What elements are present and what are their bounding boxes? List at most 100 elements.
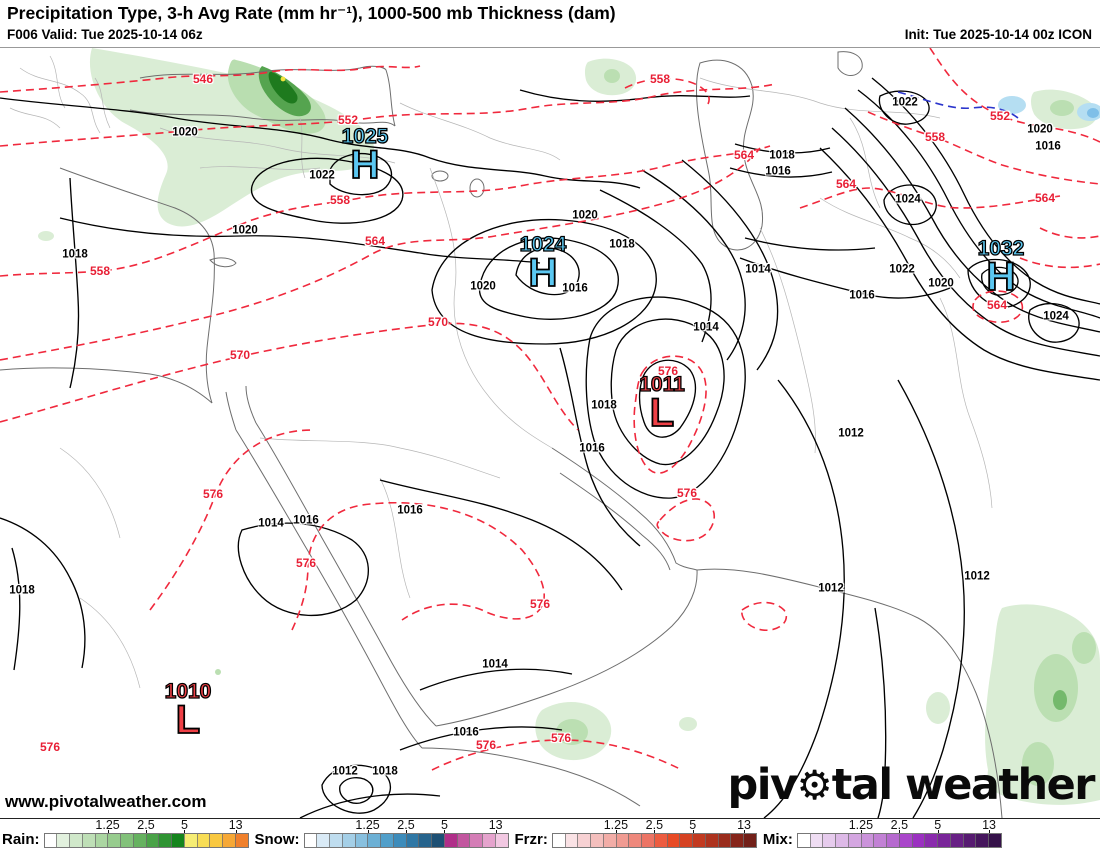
legend-cell [234,834,248,847]
pressure-center-high: 1032 H [977,237,1025,298]
pressure-value: 1011 [639,373,686,396]
legend-cell [431,834,444,847]
thickness-label: 576 [475,738,497,752]
isobar-label: 1014 [482,658,508,671]
legend-cell [316,834,329,847]
legend-group-snow: Snow: 1.25 2.5 5 13 [253,818,513,850]
legend-ticks: 1.25 2.5 5 13 [304,818,509,833]
pressure-letter: H [528,251,559,295]
legend-cell [743,834,756,847]
legend-tick-mark [692,830,694,833]
legend-cell [679,834,693,847]
legend-colorbar [551,833,757,848]
legend-colorbar-wrap: 1.25 2.5 5 13 [303,818,509,848]
legend-label: Mix: [762,831,793,848]
legend-tick-mark [989,830,991,833]
thickness-label: 576 [39,740,61,754]
pressure-value: 1032 [977,237,1025,260]
thickness-label: 558 [89,264,111,278]
legend-tick-mark [184,830,186,833]
legend-cell [615,834,629,847]
thickness-label: 570 [229,348,251,362]
legend-tick-label: 5 [934,818,942,832]
thickness-label: 564 [1034,191,1056,205]
legend-cell [949,834,963,847]
pressure-value: 1025 [341,125,389,148]
isobar-label: 1012 [964,570,990,583]
thickness-label: 576 [657,364,679,378]
legend-cell [730,834,744,847]
legend-tick-label: 1.25 [603,818,629,832]
legend-cell [69,834,82,847]
isobar-label: 1016 [397,504,423,517]
legend-cell [329,834,342,847]
isobar-label: 1020 [172,126,198,139]
legend-tick-mark [654,830,656,833]
legend-cell [666,834,680,847]
legend-colorbar-wrap: 1.25 2.5 5 13 [551,818,757,848]
thickness-label: 558 [649,72,671,86]
legend-cell [405,834,419,847]
page-title: Precipitation Type, 3-h Avg Rate (mm hr⁻… [7,3,616,23]
legend-ticks: 1.25 2.5 5 13 [552,818,757,833]
thickness-label: 558 [329,193,351,207]
snow-patch [998,96,1026,114]
legend-cell [975,834,989,847]
legend-cell [81,834,95,847]
map-canvas[interactable]: 1020 1022 1020 1018 1020 1018 1016 1020 1018 1016… [0,48,1100,818]
legend-cell [380,834,393,847]
legend-cell [552,834,565,847]
pivotal-weather-logo: piv⚙tal weather [727,760,1095,810]
isobar-label: 1020 [232,224,258,237]
isobar-label: 1014 [258,517,284,530]
coastlines [0,51,1003,818]
thickness-label: 564 [733,148,755,162]
legend-cell [590,834,603,847]
legend-tick-label: 2.5 [137,818,155,832]
legend-cell [132,834,146,847]
pressure-value: 1010 [164,680,212,703]
isobar-label: 1018 [372,765,398,778]
cold-thickness-contour [897,91,1019,119]
gear-icon: ⚙ [796,761,833,809]
map-svg [0,48,1100,818]
legend-cell [653,834,667,847]
legend-tick-mark [406,830,407,833]
legend-cell [564,834,578,847]
legend-label: Rain: [2,831,40,848]
isobar-label: 1024 [1043,310,1069,323]
isobar-label: 1018 [769,149,795,162]
legend-cell [886,834,899,847]
pressure-letter: L [649,391,675,435]
legend-colorbar-wrap: 1.25 2.5 5 13 [796,818,1002,848]
legend-cell [469,834,482,847]
thickness-label: 576 [529,597,551,611]
legend-cell [898,834,912,847]
legend-cell [158,834,171,847]
thickness-label: 576 [295,556,317,570]
pressure-center-high: 1024 H [519,233,567,295]
legend-cell [577,834,591,847]
legend-tick-label: 1.25 [355,818,380,832]
legend-tick-mark [860,830,862,833]
thickness-label: 564 [986,298,1008,312]
valid-time-label: F006 Valid: Tue 2025-10-14 06z [7,27,203,42]
legend-group-frzr: Frzr: 1.25 2.5 5 13 [513,818,761,850]
legend-tick-mark [937,830,939,833]
legend-cell [809,834,823,847]
admin-borders [9,55,993,689]
isobar-label: 1012 [818,582,844,595]
legend-cell [304,834,317,847]
legend-cell [692,834,705,847]
legend-tick-label: 13 [228,818,243,832]
legend-tick-label: 5 [440,818,448,832]
legend-cell [367,834,380,847]
thickness-label: 564 [364,234,386,248]
snow-patch [1087,108,1099,118]
legend-cell [937,834,950,847]
legend-cell [494,834,508,847]
pressure-value: 1024 [519,233,567,256]
legend-cell [797,834,810,847]
legend-cell [641,834,654,847]
